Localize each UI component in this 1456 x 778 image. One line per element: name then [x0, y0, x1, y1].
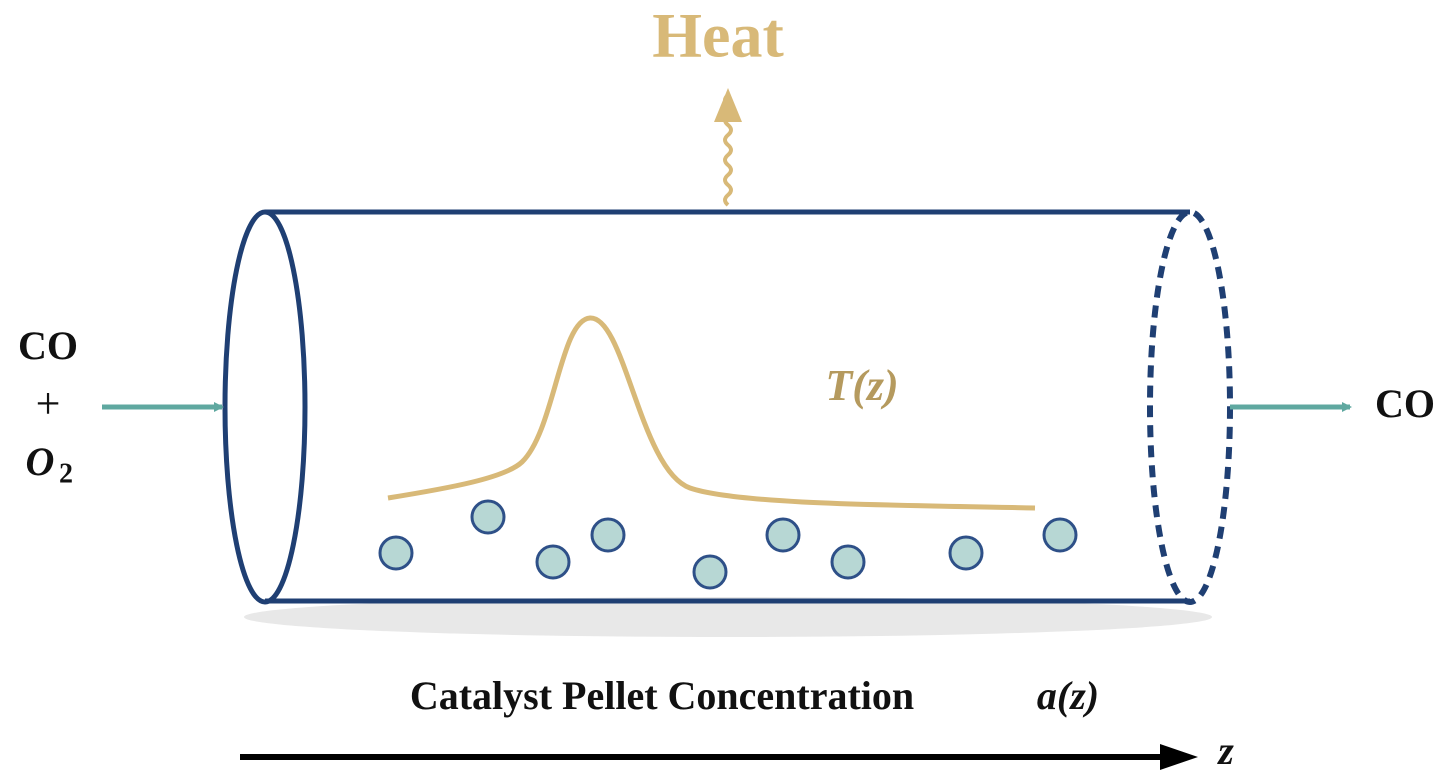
pellets [378, 499, 1078, 590]
pellet [830, 544, 866, 580]
inlet-face [222, 209, 308, 605]
heat-label: Heat [652, 0, 784, 71]
pellet [378, 535, 414, 571]
pellet [948, 535, 984, 571]
pellet [692, 554, 728, 590]
inlet-subscript: 2 [59, 458, 73, 489]
pellet [470, 499, 506, 535]
pellet [535, 544, 571, 580]
inlet-species: O [26, 439, 55, 484]
temperature-curve [387, 315, 1036, 511]
temperature-label: T(z) [825, 361, 898, 410]
axis-label: Catalyst Pellet Concentration [410, 673, 914, 718]
shadow [244, 597, 1212, 637]
pellet [765, 517, 801, 553]
inlet-species: CO [18, 323, 78, 368]
outlet-species: CO [1375, 381, 1435, 426]
inlet-plus: + [36, 379, 61, 428]
outlet-face [1147, 209, 1233, 605]
z-label: z [1216, 728, 1234, 773]
axis-function: a(z) [1037, 673, 1099, 718]
z-arrowhead [1160, 744, 1198, 770]
pellet [1042, 517, 1078, 553]
heat-arrowhead [714, 88, 742, 122]
pellet [590, 517, 626, 553]
